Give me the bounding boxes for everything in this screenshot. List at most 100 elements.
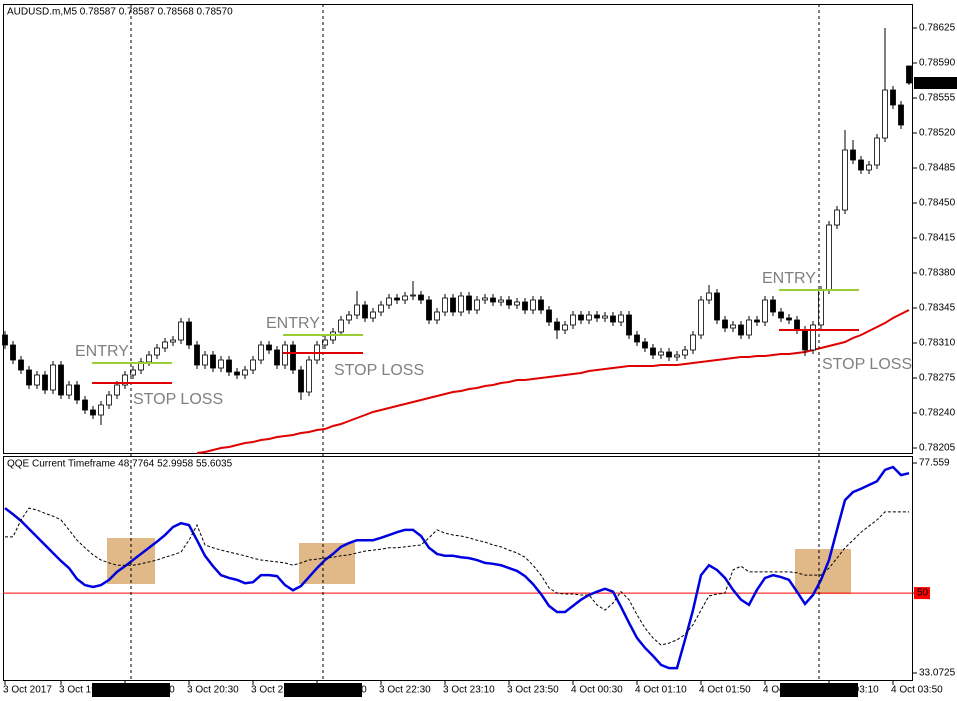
- candle-body: [66, 384, 72, 396]
- candle-body: [394, 297, 400, 301]
- candle-body: [786, 317, 792, 321]
- candle-body: [290, 344, 296, 371]
- candle-body: [370, 311, 376, 319]
- y-tick-label: 0.78310: [919, 338, 956, 349]
- y-tick-label: 0.78240: [919, 408, 956, 419]
- candle-body: [506, 299, 512, 306]
- x-tick-label: 3 Oct 22:30: [379, 685, 431, 696]
- candle-body: [898, 104, 904, 126]
- candle-body: [274, 349, 280, 366]
- candle-body: [762, 299, 768, 323]
- candle-body: [146, 354, 152, 363]
- candle-body: [226, 359, 232, 373]
- candle-body: [82, 399, 88, 411]
- candle-body: [410, 294, 416, 297]
- moving-average: [196, 309, 910, 454]
- candle-body: [186, 321, 192, 346]
- main-panel-frame: [3, 4, 913, 454]
- candle-body: [610, 315, 616, 323]
- candle-body: [90, 409, 96, 416]
- candle-body: [850, 149, 856, 161]
- candle-body: [594, 314, 600, 319]
- candle-body: [18, 359, 24, 371]
- crosshair-label-box: [284, 683, 362, 697]
- candle-body: [426, 299, 432, 321]
- indicator-line: [4, 465, 910, 670]
- candle-body: [730, 324, 736, 329]
- y-tick-label: 33.0725: [919, 668, 956, 679]
- y-tick-label: 50: [917, 588, 929, 599]
- candle-body: [874, 137, 880, 166]
- candle-body: [602, 315, 608, 319]
- candle-body: [642, 341, 648, 349]
- candle-body: [706, 292, 712, 301]
- y-tick-label: 0.78275: [919, 373, 956, 384]
- candle-body: [578, 314, 584, 321]
- annotation-label: ENTRY: [762, 270, 816, 287]
- candle-body: [714, 292, 720, 321]
- candle-body: [538, 299, 544, 311]
- candle-body: [234, 371, 240, 376]
- annotation-label: STOP LOSS: [133, 391, 223, 408]
- candle-body: [666, 351, 672, 358]
- candle-body: [354, 304, 360, 316]
- candle-body: [450, 297, 456, 313]
- candle-body: [810, 324, 816, 351]
- candle-body: [242, 369, 248, 376]
- candle-body: [258, 344, 264, 361]
- candle-body: [826, 224, 832, 291]
- candle-body: [562, 324, 568, 331]
- signal-zone: [795, 549, 851, 594]
- candle-body: [834, 209, 840, 226]
- candle-body: [58, 364, 64, 396]
- y-tick-label: 0.78555: [919, 93, 956, 104]
- crosshair-label-box: [780, 683, 858, 697]
- candle-body: [202, 354, 208, 366]
- crosshair-label: 2017.10.04 03:00: [780, 685, 858, 696]
- candle-body: [266, 344, 272, 351]
- candle-body: [554, 321, 560, 331]
- candle-body: [74, 384, 80, 401]
- y-tick-label: 0.78485: [919, 163, 956, 174]
- y-tick-label: 77.559: [919, 458, 950, 469]
- y-tick-label: 0.78590: [919, 58, 956, 69]
- candle-body: [770, 299, 776, 313]
- candle-body: [466, 295, 472, 311]
- candle-body: [42, 374, 48, 391]
- candle-body: [2, 334, 8, 346]
- candle-body: [418, 294, 424, 301]
- chart-title: AUDUSD.m,M5 0.78587 0.78587 0.78568 0.78…: [7, 7, 233, 18]
- candle-body: [362, 304, 368, 319]
- candle-body: [690, 334, 696, 351]
- x-tick-label: 3 Oct 23:10: [443, 685, 495, 696]
- candle-body: [618, 314, 624, 323]
- candle-body: [154, 347, 160, 356]
- current-price-label: 0.78570: [918, 78, 955, 89]
- y-tick-label: 0.78415: [919, 233, 956, 244]
- candle-body: [210, 354, 216, 369]
- candle-body: [10, 344, 16, 361]
- x-tick-label: 3 Oct 23:50: [507, 685, 559, 696]
- x-tick-label: 4 Oct 03:50: [891, 685, 943, 696]
- candle-body: [26, 369, 32, 386]
- candle-body: [482, 297, 488, 301]
- indicator-line: [5, 507, 909, 646]
- y-tick-label: 0.78205: [919, 443, 956, 454]
- crosshair-label: 2017.10.03 21:50: [284, 685, 362, 696]
- candle-body: [546, 309, 552, 323]
- candle-body: [514, 301, 520, 306]
- candle-body: [106, 394, 112, 406]
- annotation-label: ENTRY: [75, 343, 129, 360]
- candle-body: [378, 304, 384, 313]
- candle-body: [162, 341, 168, 349]
- candle-body: [746, 319, 752, 336]
- candle-body: [682, 349, 688, 356]
- candle-body: [530, 299, 536, 311]
- y-tick-label: 0.78625: [919, 23, 956, 34]
- candle-body: [842, 149, 848, 211]
- candle-body: [498, 299, 504, 303]
- candle-body: [402, 295, 408, 301]
- x-tick-label: 3 Oct 21:10: [251, 685, 303, 696]
